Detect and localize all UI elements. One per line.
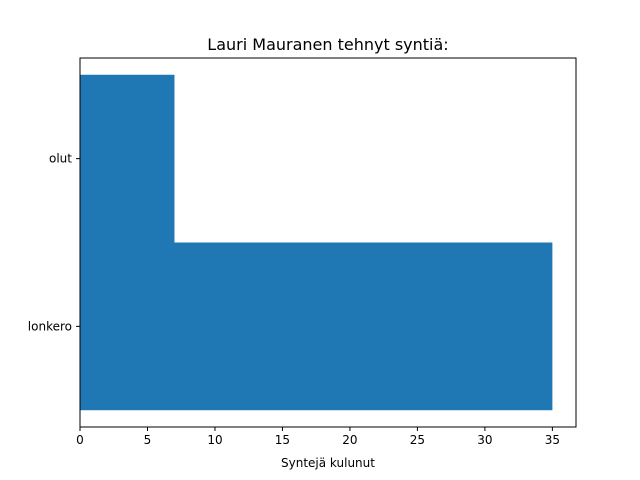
x-tick-label-20: 20 [342,433,357,447]
x-tick-label-10: 10 [207,433,222,447]
x-tick-label-30: 30 [477,433,492,447]
chart-title: Lauri Mauranen tehnyt syntiä: [207,35,448,54]
x-tick-label-0: 0 [76,433,84,447]
x-tick-label-35: 35 [545,433,560,447]
y-axis: lonkero olut [28,152,80,333]
plot-frame [79,57,577,428]
x-tick-label-15: 15 [275,433,290,447]
y-tick-label-olut: olut [49,152,72,166]
x-axis: 0 5 10 15 20 25 30 35 [76,427,560,447]
bars-group [80,74,553,411]
x-axis-label: Syntejä kulunut [281,456,375,470]
bar-lonkero [80,242,553,411]
x-tick-label-25: 25 [410,433,425,447]
bar-olut [80,74,175,243]
y-tick-label-lonkero: lonkero [28,319,72,333]
x-tick-label-5: 5 [144,433,152,447]
